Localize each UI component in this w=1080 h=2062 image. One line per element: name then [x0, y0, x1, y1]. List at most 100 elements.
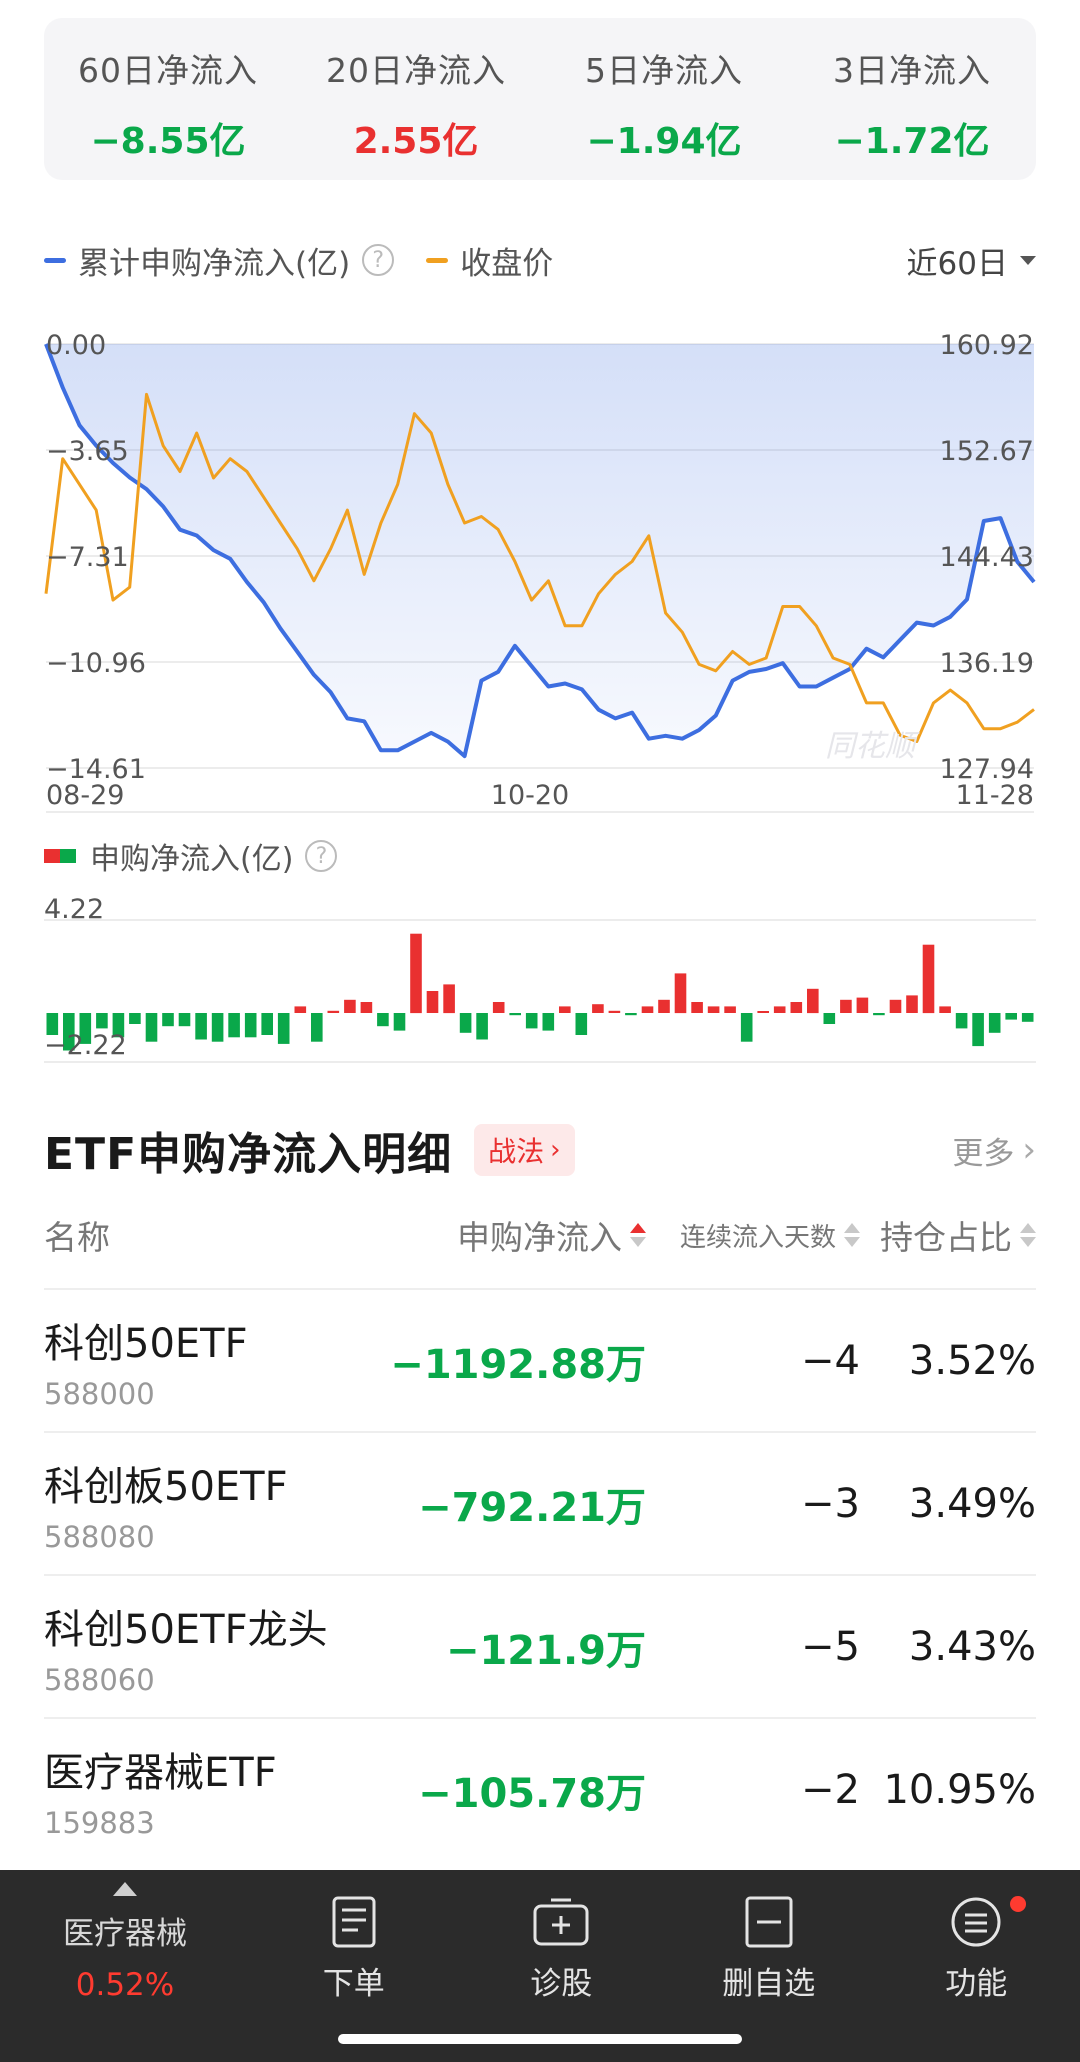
y-left-tick: 0.00 [46, 330, 106, 361]
red-green-swatch [44, 849, 76, 863]
inflow-bar [476, 1013, 488, 1040]
etf-flow: −792.21万 [418, 1484, 646, 1531]
inflow-bar [344, 999, 356, 1013]
y-right-tick: 144.43 [940, 542, 1034, 573]
stat-3d: 3日净流入 −1.72亿 [788, 18, 1036, 180]
inflow-bar [807, 988, 819, 1014]
nav-function[interactable]: 功能 [873, 1870, 1080, 2062]
inflow-bar [360, 1002, 373, 1013]
inflow-bar [658, 999, 670, 1013]
bar-y-tick: −2.22 [44, 1030, 127, 1061]
blue-series-swatch [44, 257, 66, 263]
inflow-bar [873, 1013, 885, 1016]
inflow-bar [327, 1010, 340, 1013]
daily-inflow-bar-chart: 4.22 −2.22 [44, 894, 1036, 1063]
inflow-bar [162, 1013, 174, 1027]
y-left-tick: −14.61 [46, 754, 146, 785]
header-flow-sort[interactable]: 申购净流入 [344, 1211, 646, 1259]
inflow-bar [492, 1002, 505, 1013]
range-selector[interactable]: 近60日 [907, 238, 1036, 283]
sort-icon [1020, 1223, 1036, 1247]
inflow-bar [426, 991, 439, 1013]
watermark: 同花顺 [825, 729, 920, 764]
caret-down-icon [1020, 255, 1036, 265]
stat-label: 20日净流入 [326, 51, 506, 90]
x-tick: 11-28 [956, 780, 1034, 811]
table-row[interactable]: 医疗器械ETF 159883 −105.78万 −2 10.95% [44, 1717, 1036, 1860]
current-stock-tab[interactable]: 医疗器械 0.52% [0, 1870, 250, 2062]
cumulative-inflow-area [46, 344, 1034, 757]
inflow-bar [575, 1013, 588, 1035]
nav-diagnose[interactable]: 诊股 [458, 1870, 666, 2062]
remove-watchlist-icon [745, 1896, 793, 1948]
header-days: 连续流入天数 [679, 1222, 836, 1253]
inflow-bar [707, 1006, 720, 1013]
inflow-bar [972, 1013, 984, 1047]
etf-code: 588080 [44, 1519, 155, 1554]
inflow-bar [559, 1006, 571, 1013]
etf-flow: −121.9万 [445, 1627, 646, 1674]
inflow-bar [277, 1013, 290, 1044]
inflow-bar [691, 1002, 703, 1013]
home-indicator[interactable] [338, 2034, 742, 2044]
inflow-bar [1005, 1013, 1017, 1020]
nav-remove-watchlist[interactable]: 删自选 [665, 1870, 873, 2062]
nav-order[interactable]: 下单 [250, 1870, 458, 2062]
inflow-bar [542, 1013, 555, 1031]
chevron-right-icon: › [550, 1135, 561, 1165]
inflow-bar [79, 1013, 92, 1044]
sort-icon [844, 1223, 860, 1247]
chart-legend: 累计申购净流入(亿) ? 收盘价 近60日 [44, 238, 1036, 282]
stat-20d: 20日净流入 2.55亿 [292, 18, 540, 180]
etf-days: −4 [801, 1337, 860, 1384]
header-days-sort[interactable]: 连续流入天数 [646, 1217, 860, 1254]
inflow-bar [228, 1013, 240, 1038]
x-tick: 08-29 [46, 780, 124, 811]
legend-close-price: 收盘价 [460, 245, 554, 282]
etf-flow: −105.78万 [418, 1770, 646, 1817]
net-inflow-summary: 60日净流入 −8.55亿 20日净流入 2.55亿 5日净流入 −1.94亿 … [44, 18, 1036, 180]
inflow-bar [674, 973, 687, 1014]
inflow-bar [410, 933, 422, 1014]
header-ratio: 持仓占比 [880, 1218, 1012, 1257]
bar-legend-label: 申购净流入(亿) [90, 842, 294, 877]
inflow-bar [129, 1013, 141, 1024]
inflow-bar [906, 995, 918, 1013]
nav-label: 删自选 [722, 1966, 816, 2002]
header-ratio-sort[interactable]: 持仓占比 [860, 1211, 1036, 1259]
inflow-bar [889, 999, 902, 1013]
y-left-tick: −10.96 [46, 648, 146, 679]
inflow-bar [641, 1006, 654, 1013]
table-row[interactable]: 科创50ETF龙头 588060 −121.9万 −5 3.43% [44, 1574, 1036, 1717]
inflow-bar [145, 1013, 158, 1042]
more-link[interactable]: 更多 › [952, 1128, 1036, 1173]
y-right-tick: 160.92 [940, 330, 1034, 361]
inflow-bar [625, 1013, 637, 1016]
stat-5d: 5日净流入 −1.94亿 [540, 18, 788, 180]
inflow-bar [1021, 1013, 1034, 1022]
strategy-tag-label: 战法 [488, 1135, 545, 1168]
etf-ratio: 3.52% [908, 1337, 1036, 1384]
expand-up-icon [113, 1882, 137, 1896]
sort-icon [630, 1223, 646, 1247]
inflow-bar [63, 1013, 75, 1051]
header-flow: 申购净流入 [457, 1218, 622, 1257]
diagnose-icon [533, 1898, 589, 1946]
table-row[interactable]: 科创50ETF 588000 −1192.88万 −4 3.52% [44, 1288, 1036, 1431]
inflow-bar [46, 1013, 59, 1035]
help-icon[interactable]: ? [362, 244, 395, 276]
table-row[interactable]: 科创板50ETF 588080 −792.21万 −3 3.49% [44, 1431, 1036, 1574]
legend-cumulative-inflow: 累计申购净流入(亿) [78, 245, 351, 282]
strategy-tag[interactable]: 战法 › [474, 1124, 575, 1176]
stat-60d: 60日净流入 −8.55亿 [44, 18, 292, 180]
function-menu-icon [951, 1897, 1001, 1947]
inflow-bar [443, 984, 455, 1014]
order-icon [332, 1896, 376, 1948]
inflow-bar [261, 1013, 273, 1035]
etf-name: 科创50ETF龙头 [44, 1606, 328, 1653]
inflow-bar [509, 1013, 521, 1016]
inflow-bar [525, 1013, 538, 1029]
notification-dot [1010, 1896, 1027, 1912]
help-icon[interactable]: ? [305, 840, 338, 872]
inflow-bar [393, 1013, 406, 1031]
